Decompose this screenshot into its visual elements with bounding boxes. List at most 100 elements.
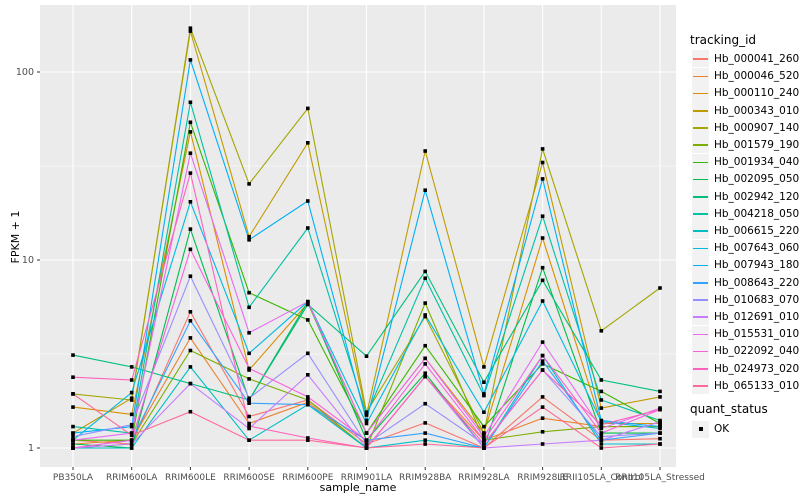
x-tick-label: RRIM600LA [106,473,158,483]
data-point [129,431,134,435]
data-point [247,234,251,239]
y-tick-label: 1 [28,443,34,454]
line-key-icon [692,170,709,188]
legend-item-Hb_006615_220: Hb_006615_220 [692,222,799,240]
data-point [188,26,193,30]
line-key-icon [692,377,709,395]
data-point [306,226,310,230]
legend-item-Hb_015531_010: Hb_015531_010 [692,325,800,343]
line-key-icon [692,119,709,137]
data-point [599,424,604,429]
data-point [306,400,310,405]
data-point [599,434,604,439]
data-point [306,402,310,407]
legend-item-label: Hb_000343_010 [714,104,800,117]
data-point [364,413,369,417]
data-point [247,414,251,419]
data-point [129,433,134,437]
data-point [423,276,427,280]
data-point [540,430,545,434]
data-point [188,409,193,414]
data-point [482,410,486,414]
legend-item-Hb_000110_240: Hb_000110_240 [692,84,799,102]
data-point [306,141,310,145]
data-point [188,29,193,33]
line-key-icon [692,136,709,154]
legend-item-label: Hb_065133_010 [714,379,800,392]
x-tick-label: PB350LA [53,473,94,483]
line-key-icon [692,67,709,85]
legend-item-label: Hb_000041_260 [714,52,800,65]
data-point [599,329,604,333]
data-point [129,446,134,450]
data-point [364,410,369,414]
legend-item-Hb_007643_060: Hb_007643_060 [692,239,799,257]
data-point [482,434,486,439]
data-point [306,395,310,399]
data-point [482,392,486,396]
data-point [306,436,310,440]
line-key-icon [692,239,709,257]
data-point [540,405,545,409]
line-key-icon [692,153,709,171]
data-point [129,422,134,427]
data-point [188,130,193,134]
data-point [540,395,545,399]
x-tick-label: RRII105LA_Control [560,473,643,483]
data-point [188,274,193,278]
data-point [247,426,251,431]
data-point [129,390,134,395]
data-point [129,438,134,442]
line-key-icon [692,50,709,68]
data-point [423,356,427,361]
data-point [247,182,251,186]
line-key-icon [692,360,709,377]
data-point [658,395,662,399]
data-point [188,381,193,386]
data-point [71,442,75,446]
data-point [423,301,427,305]
legend-item-Hb_000907_140: Hb_000907_140 [692,119,799,137]
data-point [599,446,604,450]
data-point [247,238,251,242]
legend-item-label: Hb_024973_020 [714,362,800,375]
data-point [71,438,75,442]
line-key-icon [692,274,709,291]
data-point [540,368,545,372]
legend-item-Hb_000041_260: Hb_000041_260 [692,50,800,68]
legend-item-label: Hb_002095_050 [714,173,800,186]
x-tick-label: RRIM928LA [458,473,510,483]
data-point [540,214,545,218]
legend-item-label: Hb_022092_040 [714,345,800,358]
data-point [129,442,134,446]
data-point [599,438,604,442]
data-point [599,431,604,435]
x-tick-label: RRIM928BA [399,473,452,483]
legend-item-label: Hb_015531_010 [714,328,800,341]
data-point [540,442,545,446]
data-point [540,359,545,363]
data-point [71,392,75,396]
data-point [423,421,427,425]
data-point [364,438,369,442]
data-point [247,351,251,356]
data-point [599,418,604,423]
data-point [540,340,545,344]
legend-item-label: Hb_001579_190 [714,138,800,151]
data-point [129,412,134,417]
data-point [188,336,193,340]
data-point [482,365,486,369]
data-point [658,442,662,446]
data-point [423,438,427,442]
data-point [188,151,193,155]
legend-item-label: Hb_008643_220 [714,276,800,289]
data-point [364,446,369,450]
data-point [188,247,193,252]
data-point [306,106,310,111]
x-tick-label: RRIM901LA [341,473,393,483]
data-point [188,120,193,125]
data-point [599,378,604,382]
data-point [658,424,662,429]
data-point [364,442,369,446]
line-key-icon [692,205,709,223]
